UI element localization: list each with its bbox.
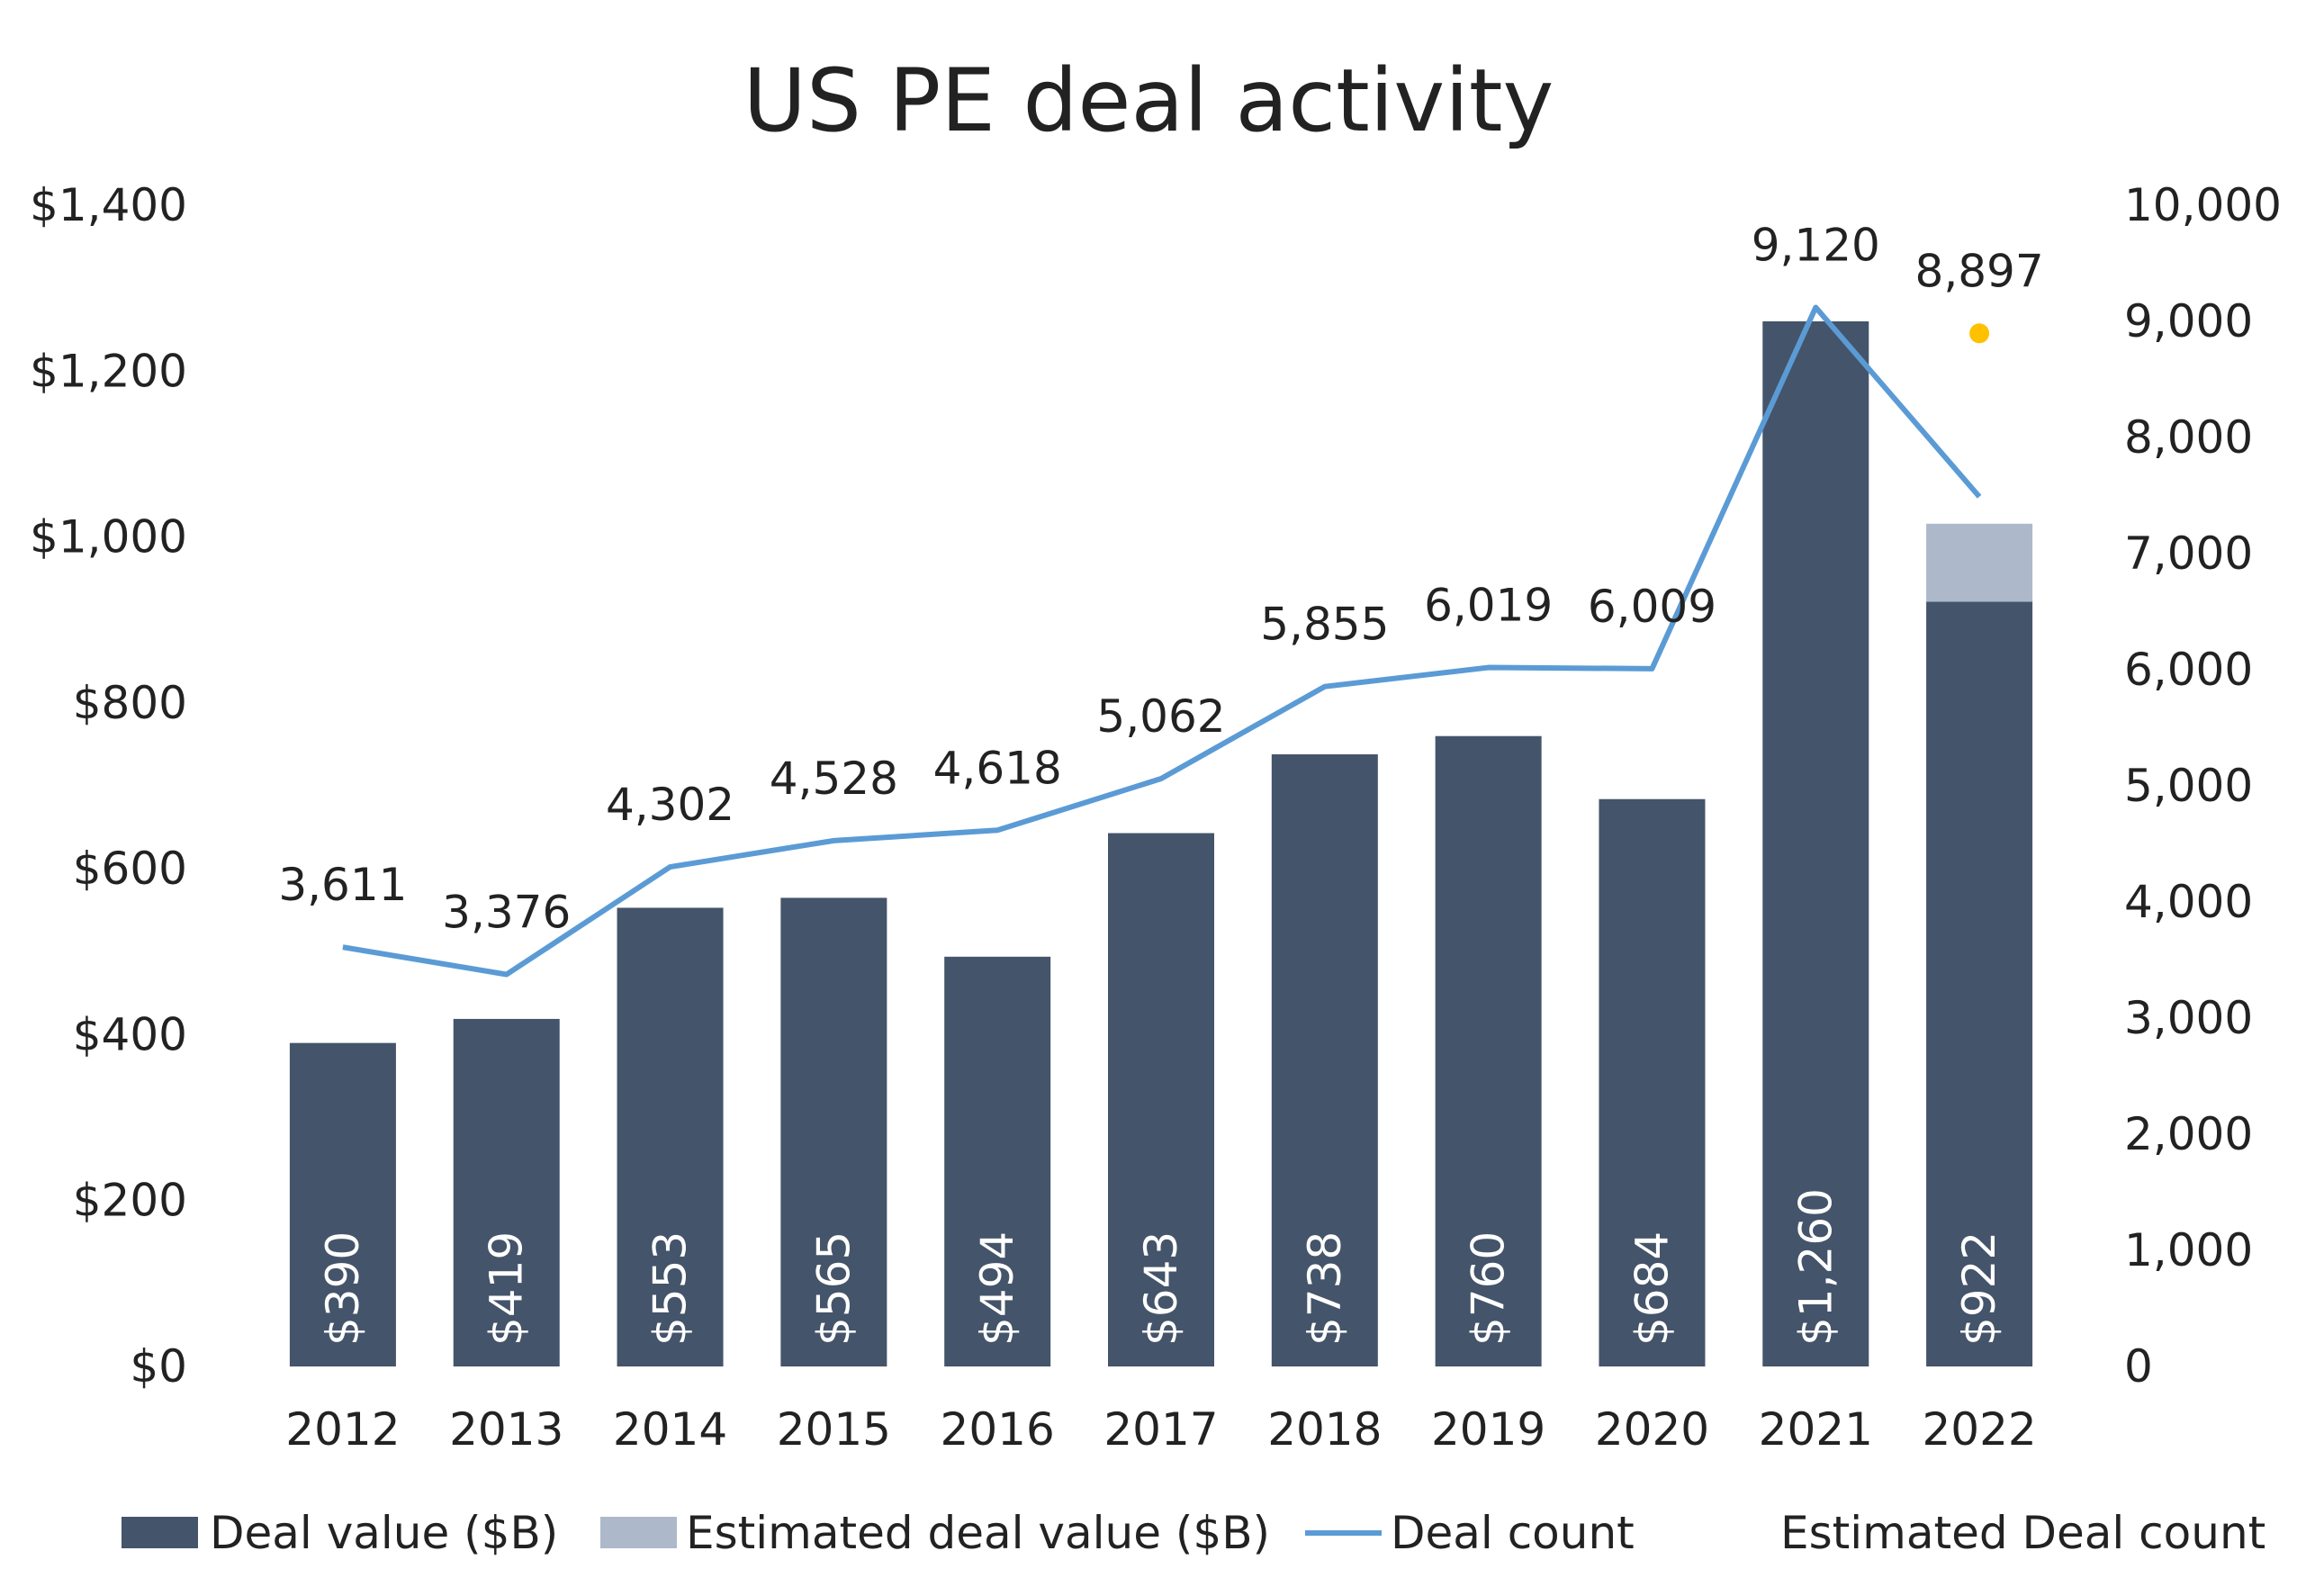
x-category-label: 2016 (941, 1403, 1055, 1456)
deal-value-data-label: $760 (1463, 1231, 1515, 1346)
deal-value-data-label: $1,260 (1789, 1188, 1842, 1346)
y-right-tick-label: 3,000 (2124, 992, 2253, 1044)
x-category-label: 2014 (613, 1403, 727, 1456)
estimated-deal-value-bar (1926, 523, 2033, 602)
deal-value-data-label: $738 (1299, 1231, 1351, 1346)
deal-count-data-label: 5,062 (1096, 690, 1225, 743)
legend-label-deal-count: Deal count (1391, 1507, 1635, 1559)
deal-count-data-label: 6,009 (1588, 581, 1716, 633)
deal-value-bar (1926, 601, 2033, 1366)
legend-swatch-estimated-deal-value (600, 1517, 677, 1548)
y-left-tick-label: $0 (130, 1340, 187, 1393)
x-category-label: 2020 (1595, 1403, 1709, 1456)
x-category-label: 2021 (1759, 1403, 1873, 1456)
y-right-tick-label: 1,000 (2124, 1224, 2253, 1276)
deal-value-data-label: $643 (1135, 1231, 1187, 1346)
y-right-tick-label: 9,000 (2124, 295, 2253, 347)
legend: Deal value ($B) Estimated deal value ($B)… (122, 1507, 2265, 1559)
deal-count-data-label: 4,528 (770, 753, 898, 805)
estimated-deal-count-point (1969, 323, 1990, 344)
chart-title: US PE deal activity (743, 50, 1554, 151)
legend-label-estimated-deal-value: Estimated deal value ($B) (686, 1507, 1270, 1559)
y-right-tick-label: 7,000 (2124, 527, 2253, 580)
y-left-tick-label: $600 (73, 843, 187, 895)
deal-value-data-label: $553 (644, 1231, 697, 1346)
deal-value-data-label: $565 (807, 1231, 860, 1346)
x-category-label: 2017 (1103, 1403, 1218, 1456)
y-right-tick-label: 0 (2124, 1340, 2153, 1393)
legend-label-deal-value: Deal value ($B) (210, 1507, 558, 1559)
deal-value-data-label: $494 (971, 1231, 1023, 1346)
deal-value-bar (1435, 735, 1542, 1366)
legend-label-estimated-deal-count: Estimated Deal count (1780, 1507, 2265, 1559)
deal-count-data-label: 4,618 (933, 742, 1062, 794)
x-category-label: 2019 (1431, 1403, 1545, 1456)
x-category-label: 2012 (285, 1403, 400, 1456)
y-left-tick-label: $1,000 (30, 511, 187, 564)
deal-value-bar (780, 897, 887, 1366)
deal-value-bar (289, 1042, 396, 1366)
deal-value-bar (1599, 798, 1706, 1366)
plot-area: $0 $200 $400 $600 $800 $1,000 $1,200 $1,400 0 1,0… (30, 179, 2282, 1456)
deal-value-bar (453, 1018, 560, 1366)
deal-value-data-label: $390 (317, 1231, 369, 1346)
deal-count-data-label: 6,019 (1424, 580, 1553, 632)
deal-count-data-label: 9,120 (1752, 220, 1880, 272)
y-right-tick-label: 8,000 (2124, 411, 2253, 464)
deal-value-data-label: $922 (1953, 1231, 2005, 1346)
deal-value-bar (1271, 753, 1378, 1366)
deal-value-bar (1108, 833, 1214, 1366)
y-left-tick-label: $800 (73, 677, 187, 729)
y-left-tick-label: $1,400 (30, 179, 187, 231)
y-left-tick-label: $1,200 (30, 345, 187, 397)
x-category-label: 2022 (1922, 1403, 2036, 1456)
deal-count-line (342, 304, 1982, 978)
deal-value-data-label: $684 (1626, 1231, 1678, 1346)
y-right-tick-label: 4,000 (2124, 876, 2253, 928)
y-left-tick-label: $400 (73, 1008, 187, 1060)
x-category-label: 2015 (777, 1403, 891, 1456)
deal-count-data-label: 4,302 (606, 779, 734, 831)
deal-value-data-label: $419 (481, 1231, 533, 1346)
x-category-label: 2018 (1267, 1403, 1382, 1456)
deal-count-data-label: 3,376 (442, 886, 571, 938)
deal-value-bar (944, 956, 1051, 1366)
deal-count-data-label: 3,611 (278, 859, 407, 911)
x-category-label: 2013 (449, 1403, 563, 1456)
y-left-tick-label: $200 (73, 1175, 187, 1227)
y-right-tick-label: 5,000 (2124, 760, 2253, 812)
deal-value-bar (1762, 321, 1869, 1366)
estimated-deal-count-data-label: 8,897 (1915, 245, 2044, 297)
deal-value-bar (617, 907, 724, 1366)
legend-swatch-deal-value (122, 1517, 198, 1548)
y-right-tick-label: 2,000 (2124, 1108, 2253, 1160)
y-right-tick-label: 10,000 (2124, 179, 2282, 231)
y-right-tick-label: 6,000 (2124, 644, 2253, 696)
deal-count-data-label: 5,855 (1260, 599, 1389, 651)
